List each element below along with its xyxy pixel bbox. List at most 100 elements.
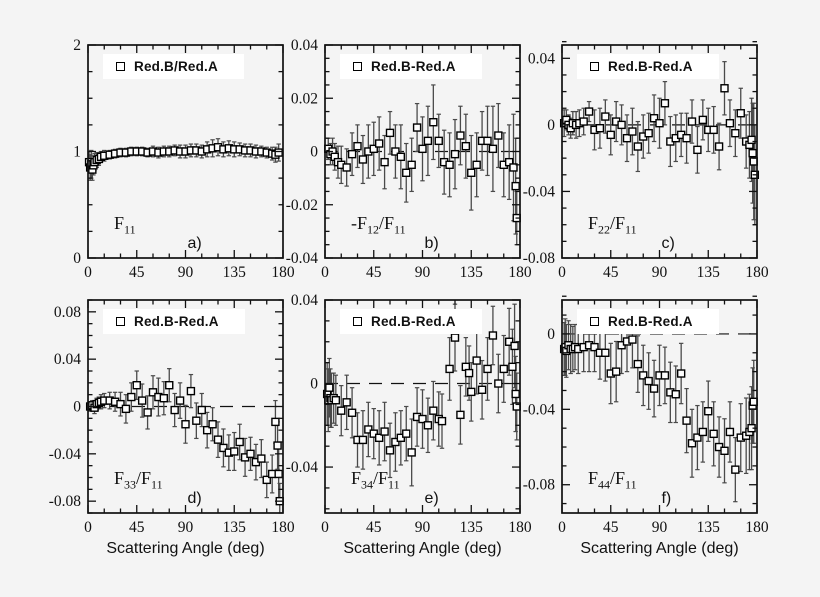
x-tick-label: 45 — [366, 264, 382, 281]
data-point-marker — [445, 364, 454, 374]
data-point-marker — [494, 131, 503, 140]
data-point-marker — [731, 465, 740, 474]
quantity-subscript: 11 — [625, 478, 637, 492]
plot-canvas-c: 0 45 90 135 180 0.04 0 -0.04 -0.08 — [523, 41, 769, 281]
plot-canvas-a: 0 45 90 135 180 0 1 2 — [73, 37, 295, 281]
panel-c: 0 45 90 135 180 0.04 0 -0.04 -0.08 Red.B-Red.A F… — [523, 41, 769, 281]
panel-letter-d: d) — [187, 490, 202, 507]
data-point-marker — [402, 168, 411, 178]
data-point-marker — [437, 416, 447, 426]
data-point-marker — [407, 160, 416, 170]
quantity-label-a: F11 — [114, 213, 136, 238]
data-point-marker — [499, 364, 508, 374]
data-point-marker — [720, 446, 729, 455]
data-point-marker — [617, 120, 626, 130]
data-point-marker — [483, 364, 492, 374]
quantity-text: /F — [610, 213, 626, 234]
data-point-marker — [693, 433, 702, 442]
y-tick-label: 0.04 — [291, 37, 318, 54]
data-point-marker — [402, 429, 411, 438]
data-point-marker — [509, 163, 518, 172]
data-point-marker — [464, 368, 474, 378]
data-point-marker — [148, 388, 158, 397]
data-point-marker — [197, 405, 206, 415]
legend-label: Red.B-Red.A — [608, 314, 693, 329]
data-point-marker — [369, 144, 378, 154]
x-tick-label: 90 — [415, 519, 431, 536]
data-point-marker — [391, 147, 400, 156]
quantity-subscript: 44 — [598, 478, 611, 492]
data-point-marker — [219, 443, 228, 453]
y-tick-label: -0.08 — [49, 493, 82, 510]
y-tick-label: 0 — [310, 376, 318, 393]
quantity-subscript: 11 — [124, 223, 136, 237]
data-point-marker — [693, 145, 702, 155]
legend-label: Red.B-Red.A — [608, 59, 693, 74]
legend-label: Red.B-Red.A — [371, 314, 456, 329]
quantity-label-d: F33/F11 — [114, 468, 163, 493]
data-point-marker — [655, 119, 664, 128]
quantity-text: F — [114, 213, 125, 234]
y-tick-label: 0 — [310, 144, 318, 161]
y-tick-label: 2 — [73, 37, 81, 54]
data-point-marker — [709, 125, 718, 135]
data-point-marker — [132, 380, 141, 390]
data-point-marker — [271, 417, 280, 427]
data-point-marker — [628, 335, 637, 344]
quantity-text: F — [114, 468, 125, 489]
quantity-subscript: 11 — [388, 478, 400, 492]
y-tick-label: 0.04 — [528, 50, 555, 67]
x-tick-label: 45 — [603, 519, 619, 536]
panel-e: 0 45 90 135 180 0.04 0 -0.04 Red.B-Red.A F34/F1… — [286, 292, 532, 557]
legend-d: Red.B-Red.A — [103, 309, 245, 334]
quantity-text: /F — [373, 468, 389, 489]
data-point-marker — [116, 399, 125, 409]
data-point-marker — [456, 410, 465, 420]
quantity-text: /F — [136, 468, 152, 489]
x-tick-label: 180 — [745, 264, 769, 281]
data-point-marker — [704, 407, 713, 416]
x-tick-label: 0 — [84, 519, 92, 536]
square-marker-icon — [590, 62, 599, 71]
x-tick-label: 135 — [460, 519, 484, 536]
data-point-marker — [208, 420, 217, 429]
data-point-marker — [698, 115, 708, 125]
data-point-marker — [230, 447, 239, 456]
x-tick-label: 45 — [129, 519, 145, 536]
data-point-marker — [175, 396, 185, 405]
data-point-marker — [748, 148, 757, 158]
y-tick-label: 0.02 — [291, 90, 318, 107]
data-point-marker — [121, 404, 131, 414]
data-point-marker — [342, 163, 351, 172]
y-tick-label: 1 — [73, 144, 81, 161]
data-point-marker — [353, 141, 362, 151]
data-point-marker — [380, 427, 389, 436]
quantity-subscript: 22 — [598, 223, 611, 237]
square-marker-icon — [116, 317, 125, 326]
data-point-marker — [380, 157, 389, 167]
data-point-marker — [127, 392, 136, 402]
x-tick-label: 135 — [697, 519, 721, 536]
x-axis-title: Scattering Angle (deg) — [343, 540, 502, 557]
data-point-marker — [676, 369, 686, 378]
x-tick-label: 0 — [321, 264, 329, 281]
data-point-marker — [374, 139, 384, 148]
data-point-marker — [725, 119, 735, 128]
plot-canvas-b: 0 45 90 135 180 0.04 0.02 0 -0.02 -0.04 — [286, 37, 532, 281]
data-point-marker — [385, 128, 395, 138]
plot-canvas-f: 0 45 90 135 180 0 -0.04 -0.08 — [523, 295, 769, 536]
data-point-marker — [407, 448, 416, 457]
data-point-marker — [143, 408, 152, 417]
x-tick-label: 180 — [508, 519, 532, 536]
data-point-marker — [331, 396, 341, 405]
x-tick-label: 0 — [558, 264, 566, 281]
data-point-marker — [644, 376, 653, 386]
y-tick-label: -0.02 — [286, 197, 318, 214]
data-point-marker — [412, 123, 422, 132]
data-point-marker — [747, 135, 756, 145]
quantity-subscript: 34 — [361, 478, 374, 492]
data-point-marker — [467, 168, 476, 178]
data-point-marker — [472, 356, 481, 365]
x-tick-label: 0 — [321, 519, 329, 536]
square-marker-icon — [353, 317, 362, 326]
